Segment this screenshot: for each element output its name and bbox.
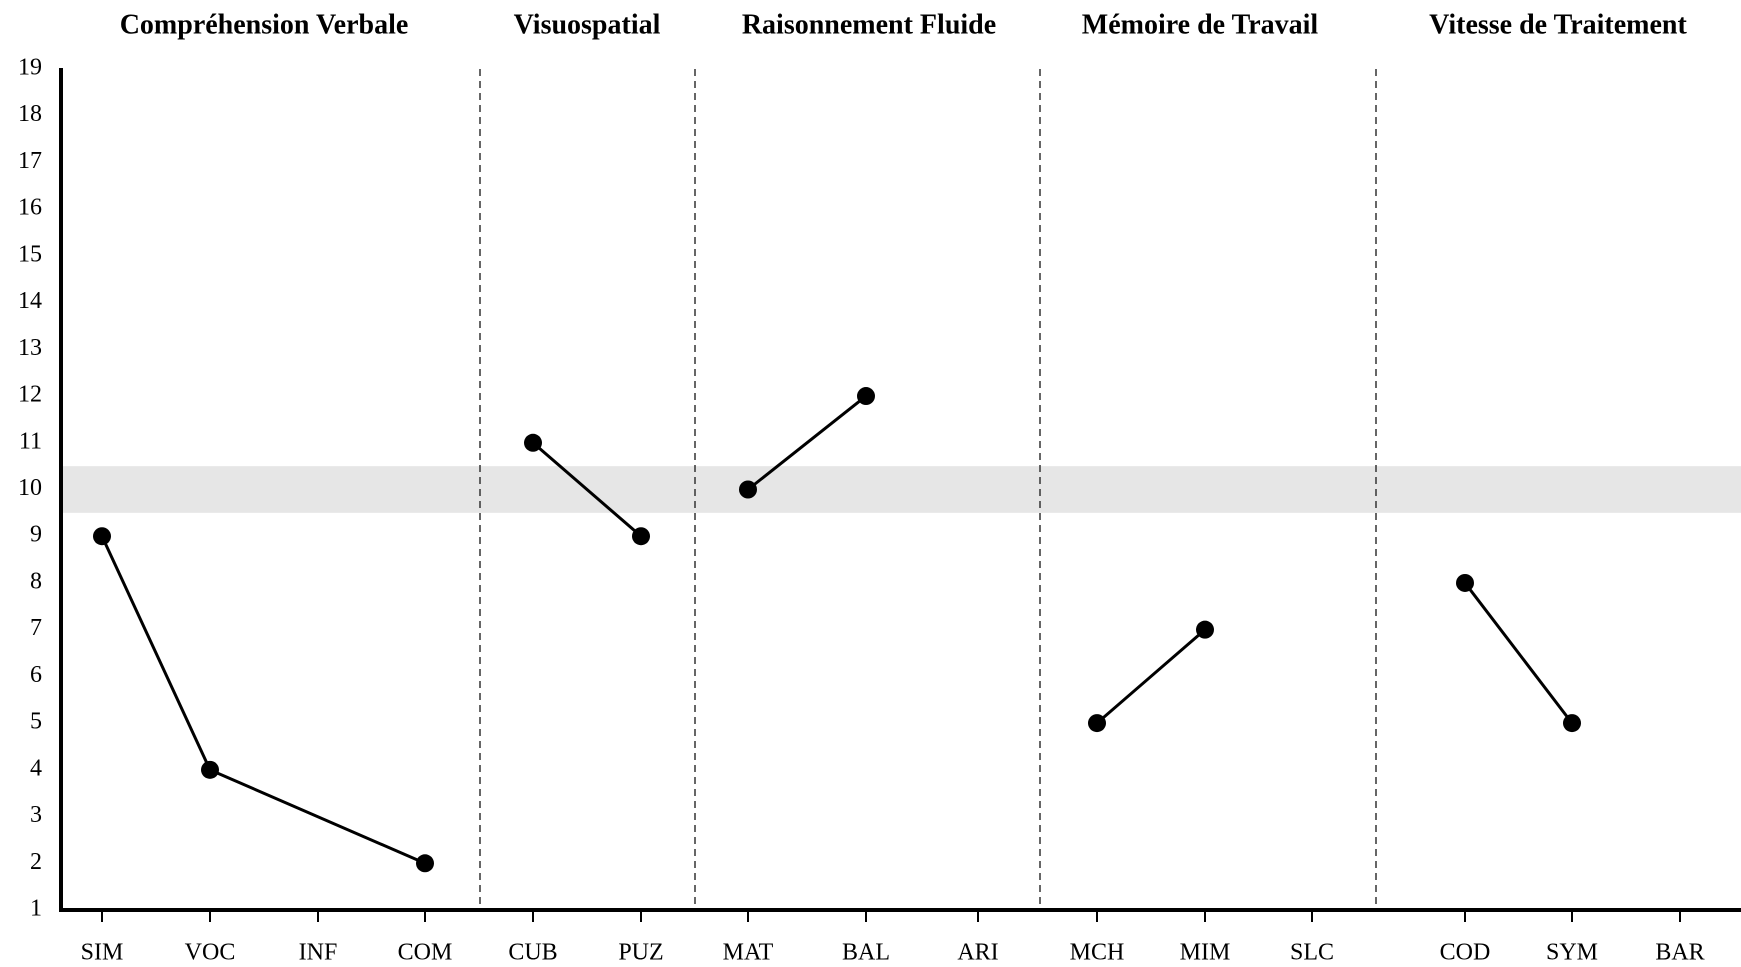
x-tick-label: CUB [508, 940, 557, 966]
y-tick-label: 1 [30, 896, 42, 922]
y-tick-label: 7 [30, 615, 42, 641]
y-tick-label: 10 [18, 475, 42, 501]
x-tick-label: COM [398, 940, 453, 966]
y-tick-label: 14 [18, 288, 42, 314]
group-title: Visuospatial [514, 9, 661, 40]
x-tick-label: BAR [1655, 940, 1704, 966]
data-point [201, 760, 219, 779]
line-segment [1463, 582, 1574, 725]
group-title: Compréhension Verbale [120, 9, 409, 40]
y-tick-label: 13 [18, 335, 42, 361]
y-tick-label: 4 [30, 755, 42, 781]
line-segment [100, 535, 212, 771]
data-point [857, 387, 875, 406]
y-tick-label: 5 [30, 709, 42, 735]
x-tick-label: INF [299, 940, 338, 966]
data-point [416, 854, 434, 873]
y-tick-label: 16 [18, 195, 42, 221]
x-tick-label: SYM [1546, 940, 1598, 966]
data-point [524, 433, 542, 452]
data-point [1196, 620, 1214, 639]
y-tick-label: 19 [18, 55, 42, 81]
data-point [739, 480, 757, 499]
y-tick-label: 11 [19, 428, 42, 454]
y-tick-label: 15 [18, 241, 42, 267]
x-tick-label: MAT [723, 940, 774, 966]
x-tick-label: BAL [842, 940, 890, 966]
x-tick-label: ARI [957, 940, 998, 966]
data-point [1088, 714, 1106, 733]
y-tick-label: 18 [18, 101, 42, 127]
x-tick-label: COD [1440, 940, 1491, 966]
y-tick-label: 9 [30, 522, 42, 548]
data-point [1563, 714, 1581, 733]
y-tick-label: 3 [30, 802, 42, 828]
y-tick-label: 8 [30, 568, 42, 594]
data-point [632, 527, 650, 546]
line-segment [1096, 628, 1206, 725]
y-tick-label: 6 [30, 662, 42, 688]
y-tick-label: 2 [30, 849, 42, 875]
line-segment [209, 768, 426, 865]
line-segment [532, 441, 642, 538]
x-tick-label: MIM [1180, 940, 1231, 966]
y-tick-label: 17 [18, 148, 42, 174]
y-tick-label: 12 [18, 382, 42, 408]
x-tick-label: PUZ [618, 940, 663, 966]
group-title: Raisonnement Fluide [742, 9, 996, 40]
line-segment [747, 394, 867, 491]
reference-band [61, 466, 1741, 513]
x-tick-label: SIM [81, 940, 124, 966]
data-point [1456, 573, 1474, 592]
data-point [93, 527, 111, 546]
group-title: Mémoire de Travail [1082, 9, 1319, 40]
group-title: Vitesse de Traitement [1429, 9, 1687, 40]
x-tick-label: MCH [1070, 940, 1125, 966]
x-tick-label: SLC [1290, 940, 1334, 966]
x-tick-label: VOC [185, 940, 236, 966]
